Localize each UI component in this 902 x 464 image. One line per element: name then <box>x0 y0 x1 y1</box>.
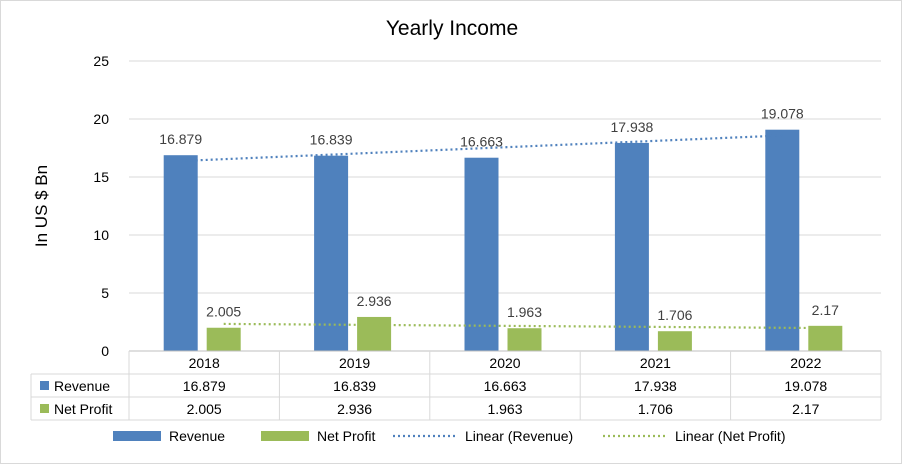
x-tick-label: 2018 <box>189 355 220 371</box>
legend-key <box>113 431 161 441</box>
x-tick-label: 2019 <box>339 355 370 371</box>
table-legend-key <box>40 404 49 413</box>
table-cell: 2.936 <box>337 401 372 417</box>
data-label: 2.936 <box>357 293 392 309</box>
bar-revenue <box>314 155 349 351</box>
x-tick-label: 2020 <box>489 355 520 371</box>
data-label: 2.17 <box>812 302 839 318</box>
bar-revenue <box>765 129 800 351</box>
data-label: 17.938 <box>610 119 653 135</box>
legend-key <box>261 431 309 441</box>
bar-net-profit <box>206 327 241 351</box>
chart-title: Yearly Income <box>386 17 518 40</box>
y-tick-label: 0 <box>101 343 109 359</box>
table-legend-key <box>40 381 49 390</box>
y-tick-label: 15 <box>93 169 109 185</box>
table-cell: 2.005 <box>187 401 222 417</box>
table-cell: 16.879 <box>183 378 226 394</box>
legend-label: Linear (Net Profit) <box>675 428 785 444</box>
bar-revenue <box>163 155 198 351</box>
legend-label: Linear (Revenue) <box>465 428 573 444</box>
y-axis-label: In US $ Bn <box>32 165 51 247</box>
bar-net-profit <box>808 325 843 351</box>
data-label: 16.663 <box>460 134 503 150</box>
x-tick-label: 2022 <box>790 355 821 371</box>
legend-label: Revenue <box>169 428 225 444</box>
bar-net-profit <box>657 331 692 351</box>
y-tick-label: 10 <box>93 227 109 243</box>
table-cell: 16.663 <box>484 378 527 394</box>
trendline-net-profit <box>223 322 826 330</box>
trendline-revenue <box>180 134 783 163</box>
bar-revenue <box>464 157 499 351</box>
table-cell: 1.963 <box>487 401 522 417</box>
data-label: 2.005 <box>206 304 241 320</box>
data-label: 16.839 <box>310 132 353 148</box>
bar-revenue <box>614 142 649 351</box>
table-row-label: Revenue <box>54 378 110 394</box>
y-tick-label: 5 <box>101 285 109 301</box>
data-label: 1.706 <box>657 307 692 323</box>
y-tick-label: 25 <box>93 53 109 69</box>
legend-label: Net Profit <box>317 428 375 444</box>
x-tick-label: 2021 <box>640 355 671 371</box>
data-label: 1.963 <box>507 304 542 320</box>
bar-net-profit <box>357 316 392 351</box>
data-label: 19.078 <box>761 106 804 122</box>
data-label: 16.879 <box>159 131 202 147</box>
table-cell: 1.706 <box>638 401 673 417</box>
table-cell: 16.839 <box>333 378 376 394</box>
table-row-label: Net Profit <box>54 401 112 417</box>
table-cell: 2.17 <box>792 401 819 417</box>
bar-net-profit <box>507 328 542 351</box>
table-cell: 17.938 <box>634 378 677 394</box>
y-tick-label: 20 <box>93 111 109 127</box>
table-cell: 19.078 <box>784 378 827 394</box>
